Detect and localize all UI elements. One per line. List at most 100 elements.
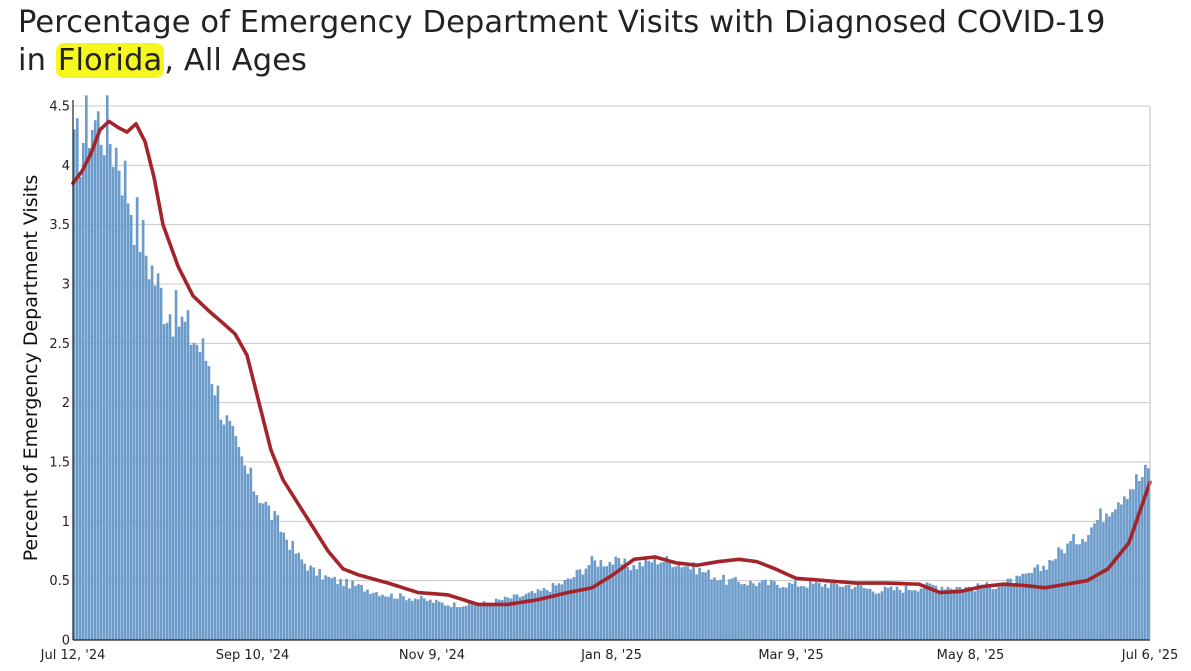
daily-bar — [375, 592, 378, 640]
daily-bar — [213, 395, 217, 640]
daily-bar — [96, 111, 100, 640]
daily-bar — [1117, 502, 1120, 640]
daily-bar — [692, 562, 695, 640]
daily-bar — [500, 599, 504, 640]
rolling-average-line — [71, 119, 1152, 607]
daily-bar — [1126, 499, 1129, 640]
daily-bar — [1003, 582, 1007, 640]
daily-bar — [826, 588, 830, 640]
daily-bar — [467, 601, 471, 640]
daily-bar — [288, 549, 292, 640]
daily-bar — [566, 578, 570, 640]
x-tick-label: Jan 8, '25 — [580, 648, 642, 663]
daily-bar — [1057, 547, 1060, 640]
daily-bar — [937, 590, 941, 640]
y-tick-label: 0 — [62, 634, 70, 649]
daily-bar — [853, 586, 857, 640]
daily-bar — [820, 586, 824, 640]
daily-bar — [279, 531, 283, 640]
daily-bar — [482, 601, 486, 640]
daily-bar — [333, 576, 336, 640]
daily-bar — [587, 565, 591, 640]
daily-bar — [569, 578, 573, 640]
daily-bar — [1000, 585, 1004, 640]
daily-bar — [578, 569, 582, 640]
daily-bar — [1132, 489, 1135, 640]
daily-bar — [246, 473, 250, 640]
daily-bar — [650, 562, 654, 640]
daily-bar — [785, 587, 788, 640]
daily-bar — [572, 577, 576, 640]
daily-bar — [1024, 573, 1027, 640]
daily-bar — [81, 143, 85, 641]
daily-bar — [126, 203, 130, 640]
daily-bar — [952, 589, 956, 640]
daily-bar — [1018, 576, 1022, 640]
daily-bar — [991, 589, 995, 640]
daily-bar — [405, 600, 408, 640]
daily-bar — [485, 602, 489, 640]
daily-bar — [336, 583, 339, 640]
daily-bar — [976, 583, 980, 640]
daily-bar — [934, 585, 938, 640]
daily-bar — [1114, 509, 1117, 640]
daily-bar — [210, 384, 214, 640]
daily-bar — [925, 582, 929, 640]
daily-bar — [1033, 567, 1036, 640]
daily-bar — [1063, 553, 1066, 640]
daily-bar — [1036, 564, 1039, 640]
daily-bar — [1006, 578, 1010, 640]
daily-bar — [892, 590, 896, 640]
y-tick-label: 4.5 — [49, 100, 70, 115]
daily-bar — [832, 580, 836, 640]
daily-bar — [710, 579, 713, 640]
daily-bar — [171, 336, 175, 640]
daily-bar — [393, 598, 396, 640]
daily-bar — [868, 588, 872, 640]
daily-bar — [1129, 489, 1132, 640]
daily-bar — [895, 586, 899, 640]
daily-bar — [1087, 534, 1090, 640]
daily-bar — [300, 559, 304, 640]
daily-bar — [461, 606, 465, 640]
daily-bar — [644, 557, 648, 640]
daily-bar — [638, 562, 642, 640]
daily-bar — [261, 503, 265, 640]
daily-bar — [108, 144, 112, 640]
daily-bar — [267, 505, 271, 640]
daily-bar — [671, 567, 674, 640]
daily-bar — [1027, 572, 1030, 640]
daily-bar — [1147, 468, 1150, 640]
daily-bar — [907, 589, 911, 640]
daily-bar — [75, 118, 79, 640]
daily-bar — [542, 587, 546, 640]
daily-bars — [73, 95, 1150, 641]
daily-bar — [309, 565, 312, 640]
daily-bar — [183, 321, 187, 640]
daily-bar — [420, 596, 423, 640]
daily-bar — [850, 589, 854, 640]
daily-bar — [1069, 540, 1072, 640]
daily-bar — [913, 590, 917, 640]
daily-bar — [141, 219, 145, 640]
daily-bar — [844, 585, 848, 640]
daily-bar — [434, 599, 438, 640]
daily-bar — [138, 252, 142, 640]
daily-bar — [731, 578, 734, 640]
daily-bar — [773, 581, 776, 640]
daily-bar — [841, 586, 845, 640]
daily-bar — [680, 567, 683, 640]
daily-bar — [596, 566, 600, 640]
daily-bar — [1048, 559, 1051, 640]
daily-bar — [533, 593, 537, 640]
daily-bar — [294, 553, 298, 640]
daily-bar — [440, 602, 444, 640]
daily-bar — [740, 584, 743, 640]
daily-bar — [255, 495, 259, 640]
daily-bar — [1138, 480, 1141, 640]
title-prefix: in — [18, 43, 56, 78]
daily-bar — [782, 586, 785, 640]
daily-bar — [835, 584, 839, 640]
daily-bar — [437, 601, 441, 640]
daily-bar — [222, 424, 226, 640]
